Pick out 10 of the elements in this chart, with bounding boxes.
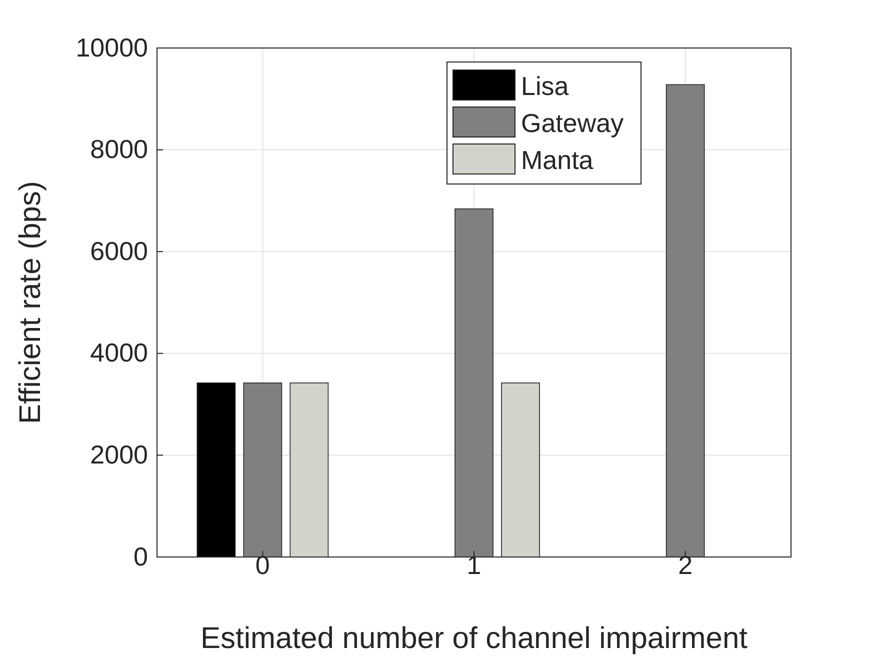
- y-tick-label: 4000: [90, 338, 148, 368]
- legend-label: Gateway: [521, 108, 624, 138]
- y-tick-label: 10000: [76, 32, 148, 62]
- legend-label: Manta: [521, 145, 594, 175]
- y-tick-label: 6000: [90, 236, 148, 266]
- x-axis-title: Estimated number of channel impairment: [200, 622, 748, 655]
- y-axis-title: Efficient rate (bps): [14, 181, 47, 424]
- legend-label: Lisa: [521, 71, 570, 101]
- y-tick-label: 2000: [90, 440, 148, 470]
- y-tick-label: 8000: [90, 134, 148, 164]
